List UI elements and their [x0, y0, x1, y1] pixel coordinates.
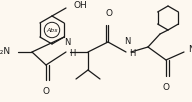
- Text: H₂N: H₂N: [0, 48, 10, 57]
- Text: H: H: [69, 49, 75, 59]
- Text: Abs: Abs: [46, 28, 58, 33]
- Text: OH: OH: [74, 2, 88, 11]
- Text: N: N: [64, 38, 70, 47]
- Text: O: O: [162, 83, 170, 92]
- Text: O: O: [42, 87, 50, 96]
- Text: H: H: [129, 48, 135, 58]
- Text: N: N: [124, 37, 130, 46]
- Text: O: O: [105, 9, 113, 18]
- Text: NH₂: NH₂: [188, 45, 192, 54]
